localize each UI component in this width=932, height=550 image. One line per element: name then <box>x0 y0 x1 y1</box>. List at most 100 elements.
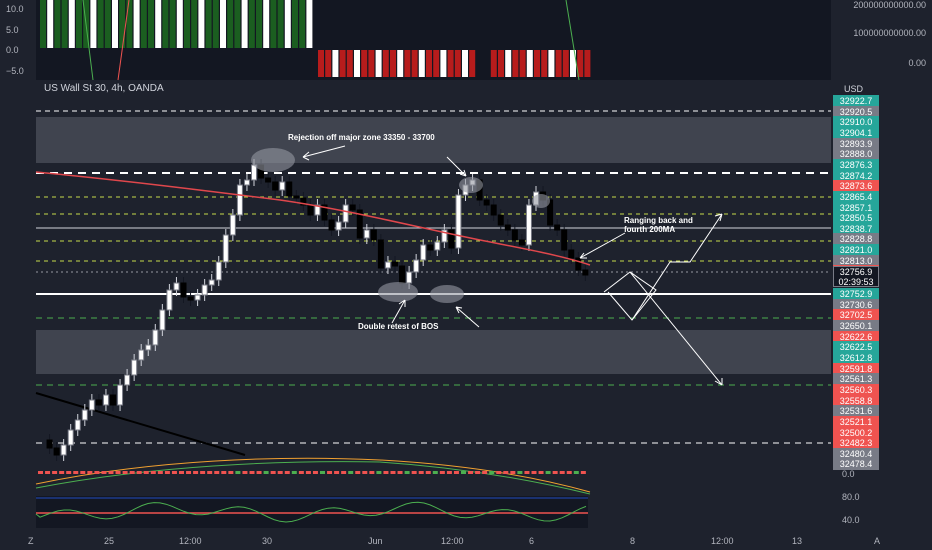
rejection-ellipse[interactable] <box>251 148 295 172</box>
price-tag[interactable]: 32850.5 <box>833 212 879 225</box>
price-tag[interactable]: 32838.7 <box>833 222 879 235</box>
price-tag[interactable]: 32612.8 <box>833 351 879 364</box>
osc1-axis-label: 0.0 <box>842 469 855 479</box>
rejection-ellipse-3[interactable] <box>532 194 550 208</box>
price-tag[interactable]: 32558.8 <box>833 394 879 407</box>
candle-body <box>307 204 314 216</box>
candle-body <box>384 261 391 269</box>
histogram-bar <box>390 50 396 77</box>
price-tag[interactable]: 32752.9 <box>833 288 879 301</box>
histogram-bar <box>112 0 118 48</box>
price-tag[interactable]: 32480.4 <box>833 447 879 460</box>
candle-body <box>370 229 377 241</box>
histogram-bar <box>541 50 548 77</box>
osc1-dot <box>475 471 481 474</box>
osc1-dot <box>327 471 333 474</box>
osc1-dot <box>305 471 311 474</box>
last-price-tag[interactable]: 32756.9 02:39:53 <box>833 266 879 287</box>
candle-body <box>67 429 74 446</box>
histogram-bar <box>339 50 346 77</box>
price-tag[interactable]: 32730.6 <box>833 298 879 311</box>
supply-zone[interactable] <box>36 117 831 163</box>
histogram-bar <box>306 0 313 48</box>
chart-title[interactable]: US Wall St 30, 4h, OANDA <box>44 83 164 94</box>
annotation-rejection[interactable]: Rejection off major zone 33350 - 33700 <box>288 133 435 142</box>
osc1-dot <box>559 471 565 474</box>
histogram-bar <box>505 50 512 77</box>
price-tag[interactable]: 32482.3 <box>833 437 879 450</box>
price-tag[interactable]: 32888.0 <box>833 148 879 161</box>
osc1-dot <box>136 471 142 474</box>
retest-ellipse-1[interactable] <box>378 282 418 302</box>
osc1-dot <box>524 471 530 474</box>
price-tag[interactable]: 32893.9 <box>833 137 879 150</box>
price-tag[interactable]: 32561.3 <box>833 373 879 386</box>
candle-body <box>434 241 441 251</box>
candle-body <box>117 384 124 406</box>
annotation-ranging-2[interactable]: fourth 200MA <box>624 225 676 234</box>
top-right-axis-label: 0.00 <box>908 58 926 68</box>
price-tag[interactable]: 32922.7 <box>833 95 879 107</box>
price-tag[interactable]: 32521.1 <box>833 415 879 428</box>
price-tag[interactable]: 32813.0 <box>833 254 879 267</box>
demand-zone[interactable] <box>36 330 831 374</box>
price-tag[interactable]: 32650.1 <box>833 320 879 332</box>
osc1-dot <box>397 471 403 474</box>
candle-body <box>236 184 243 216</box>
osc1-dot <box>411 471 417 474</box>
osc1-dot <box>214 471 220 474</box>
price-tag[interactable]: 32857.1 <box>833 201 879 214</box>
price-tag[interactable]: 32920.5 <box>833 105 879 118</box>
osc1-dot <box>263 471 269 474</box>
price-tag[interactable]: 32478.4 <box>833 458 879 471</box>
osc1-dot <box>207 471 213 474</box>
price-tag[interactable]: 32828.8 <box>833 233 879 246</box>
histogram-bar <box>325 50 332 77</box>
price-tag[interactable]: 32873.6 <box>833 180 879 193</box>
candle-body <box>138 349 145 361</box>
histogram-bar <box>97 0 104 48</box>
price-tag[interactable]: 32622.5 <box>833 341 879 354</box>
price-tag[interactable]: 32874.2 <box>833 169 879 182</box>
osc1-dot <box>552 471 558 474</box>
histogram-bar <box>277 0 284 48</box>
time-label: A <box>874 536 881 546</box>
candle-body <box>124 374 131 386</box>
histogram-bar <box>104 0 111 48</box>
candle-body <box>180 282 187 298</box>
rejection-ellipse-2[interactable] <box>459 177 483 193</box>
candle-body <box>152 329 159 346</box>
annotation-double-retest[interactable]: Double retest of BOS <box>358 322 439 331</box>
price-tag[interactable]: 32904.1 <box>833 126 879 139</box>
price-tag[interactable]: 32821.0 <box>833 244 879 257</box>
candle-body <box>568 249 575 259</box>
candle-body <box>321 204 328 221</box>
histogram-bar <box>263 0 270 48</box>
time-label: 30 <box>262 536 273 546</box>
osc1-dot <box>312 471 318 474</box>
histogram-bar <box>47 0 54 48</box>
histogram-bar <box>292 0 298 48</box>
retest-ellipse-2[interactable] <box>430 285 464 303</box>
time-label: 12:00 <box>179 536 202 546</box>
price-tag[interactable]: 32702.5 <box>833 309 879 322</box>
candle-body <box>272 181 279 191</box>
annotation-ranging-1[interactable]: Ranging back and <box>624 216 693 225</box>
price-tag[interactable]: 32591.8 <box>833 362 879 375</box>
histogram-bar <box>227 0 234 48</box>
osc1-dot <box>320 471 325 474</box>
top-axis-label: 5.0 <box>6 25 19 35</box>
price-tag[interactable]: 32910.0 <box>833 116 879 129</box>
price-tag[interactable]: 32865.4 <box>833 190 879 203</box>
price-tag[interactable]: 32622.6 <box>833 330 879 343</box>
price-tag[interactable]: 32500.2 <box>833 426 879 439</box>
price-tag[interactable]: 32531.6 <box>833 405 879 418</box>
osc1-dot <box>94 471 100 474</box>
osc1-dot <box>439 471 445 474</box>
osc1-dot <box>193 471 199 474</box>
price-tag[interactable]: 32560.3 <box>833 383 879 396</box>
histogram-bar <box>191 0 198 48</box>
candle-body <box>342 204 349 223</box>
price-tag[interactable]: 32876.3 <box>833 158 879 171</box>
